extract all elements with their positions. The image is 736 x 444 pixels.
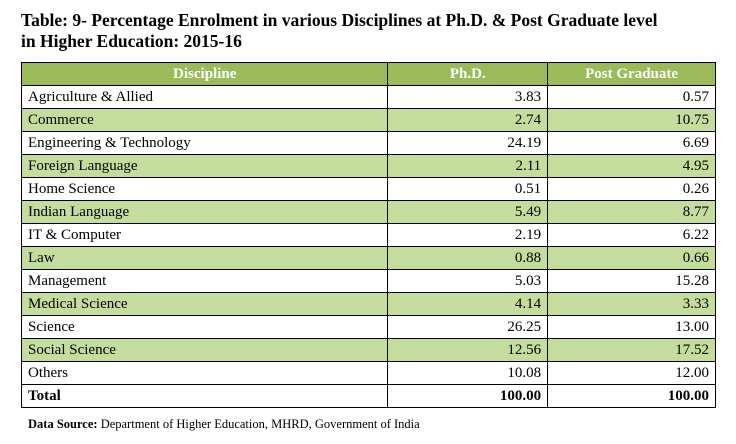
table-row: Foreign Language 2.11 4.95 xyxy=(20,154,716,178)
cell-discipline: Others xyxy=(20,361,389,385)
table-row: Home Science 0.51 0.26 xyxy=(20,177,716,201)
column-header: Discipline xyxy=(20,62,389,86)
cell-discipline: Home Science xyxy=(20,177,389,201)
cell-value: 3.33 xyxy=(547,292,716,316)
cell-value: 13.00 xyxy=(547,315,716,339)
cell-discipline: Foreign Language xyxy=(20,154,389,178)
cell-discipline: Agriculture & Allied xyxy=(20,85,389,109)
table-row: IT & Computer 2.19 6.22 xyxy=(20,223,716,247)
cell-value: 0.57 xyxy=(547,85,716,109)
title-line: in Higher Education: 2015-16 xyxy=(21,31,242,51)
cell-value: 3.83 xyxy=(387,85,549,109)
total-label: Total xyxy=(20,384,389,408)
cell-value: 15.28 xyxy=(547,269,716,293)
table-row: Engineering & Technology 24.19 6.69 xyxy=(20,131,716,155)
cell-value: 0.66 xyxy=(547,246,716,270)
cell-discipline: Engineering & Technology xyxy=(20,131,389,155)
table-row: Science 26.25 13.00 xyxy=(20,315,716,339)
cell-value: 24.19 xyxy=(387,131,549,155)
cell-value: 0.51 xyxy=(387,177,549,201)
table-row: Law 0.88 0.66 xyxy=(20,246,716,270)
header-row: Discipline Ph.D. Post Graduate xyxy=(20,62,716,86)
cell-discipline: Indian Language xyxy=(20,200,389,224)
cell-value: 5.03 xyxy=(387,269,549,293)
cell-value: 12.00 xyxy=(547,361,716,385)
table-row: Social Science 12.56 17.52 xyxy=(20,338,716,362)
total-value: 100.00 xyxy=(387,384,549,408)
table-body: Agriculture & Allied 3.83 0.57 Commerce 2.74… xyxy=(20,85,716,408)
cell-value: 2.19 xyxy=(387,223,549,247)
cell-value: 4.95 xyxy=(547,154,716,178)
cell-discipline: Medical Science xyxy=(20,292,389,316)
title-line: Table: 9- Percentage Enrolment in variou… xyxy=(21,10,658,30)
cell-value: 4.14 xyxy=(387,292,549,316)
cell-value: 0.26 xyxy=(547,177,716,201)
total-value: 100.00 xyxy=(547,384,716,408)
cell-value: 5.49 xyxy=(387,200,549,224)
table-row: Commerce 2.74 10.75 xyxy=(20,108,716,132)
cell-value: 26.25 xyxy=(387,315,549,339)
table-row: Management 5.03 15.28 xyxy=(20,269,716,293)
cell-value: 6.22 xyxy=(547,223,716,247)
cell-discipline: IT & Computer xyxy=(20,223,389,247)
cell-value: 8.77 xyxy=(547,200,716,224)
source-text: Department of Higher Education, MHRD, Go… xyxy=(100,417,420,431)
cell-value: 10.08 xyxy=(387,361,549,385)
cell-value: 2.11 xyxy=(387,154,549,178)
cell-discipline: Social Science xyxy=(20,338,389,362)
cell-value: 12.56 xyxy=(387,338,549,362)
cell-value: 2.74 xyxy=(387,108,549,132)
data-table: Discipline Ph.D. Post Graduate Agriculture… xyxy=(20,62,716,408)
footer: Data Source: Department of Higher Educat… xyxy=(28,417,420,432)
source-label: Data Source: xyxy=(28,417,98,431)
cell-discipline: Law xyxy=(20,246,389,270)
table-row: Medical Science 4.14 3.33 xyxy=(20,292,716,316)
cell-value: 17.52 xyxy=(547,338,716,362)
title: Table: 9- Percentage Enrolment in variou… xyxy=(21,10,657,52)
column-header: Ph.D. xyxy=(387,62,549,86)
cell-discipline: Science xyxy=(20,315,389,339)
table-row: Indian Language 5.49 8.77 xyxy=(20,200,716,224)
column-header: Post Graduate xyxy=(547,62,716,86)
cell-value: 0.88 xyxy=(387,246,549,270)
cell-value: 10.75 xyxy=(547,108,716,132)
cell-discipline: Management xyxy=(20,269,389,293)
table-row: Agriculture & Allied 3.83 0.57 xyxy=(20,85,716,109)
cell-value: 6.69 xyxy=(547,131,716,155)
cell-discipline: Commerce xyxy=(20,108,389,132)
total-row: Total 100.00 100.00 xyxy=(20,384,716,408)
table-row: Others 10.08 12.00 xyxy=(20,361,716,385)
